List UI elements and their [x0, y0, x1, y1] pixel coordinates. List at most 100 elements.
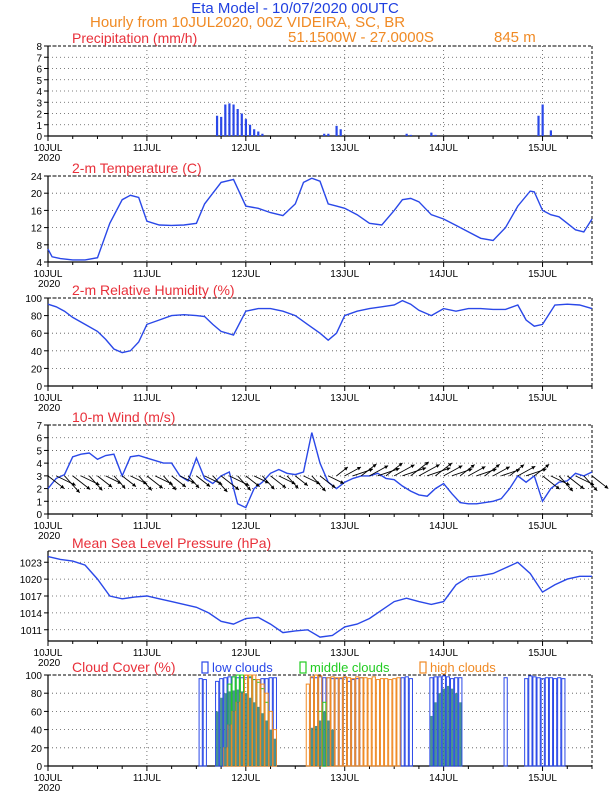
chart-subtitle: Hourly from 10JUL2020, 00Z VIDEIRA, SC, … — [90, 14, 405, 31]
cloud-total-bar — [253, 702, 256, 766]
x-tick-label: 14JUL — [429, 648, 458, 659]
y-tick-label: 80 — [31, 689, 43, 700]
wind-arrow-head — [181, 483, 186, 487]
cloud-total-bar — [434, 702, 437, 766]
legend-label: high clouds — [430, 660, 496, 675]
x-tick-label: 11JUL — [133, 773, 162, 784]
wind-arrow-head — [321, 487, 326, 492]
cloud-bar — [346, 677, 352, 767]
cloud-total-bar — [450, 688, 454, 766]
cloud-panel: 0 20 40 60 80 100 10JUL 11JUL 12JUL 13JUL 14JUL 15J… — [25, 659, 593, 792]
cloud-bar — [202, 679, 207, 767]
wind-arrow — [550, 475, 571, 486]
mslp-title: Mean Sea Level Pressure (hPa) — [72, 535, 271, 551]
x-tick-label: 14JUL — [429, 269, 458, 280]
wind-arrow-head — [422, 467, 427, 471]
precip-bar — [405, 133, 408, 136]
cloud-bar — [561, 678, 566, 767]
x-tick-label: 11JUL — [133, 269, 162, 280]
wind-arrow — [72, 475, 91, 490]
wind-arrow-head — [398, 462, 403, 467]
wind-arrow-head — [148, 486, 152, 491]
y-tick-label: 6 — [36, 434, 42, 445]
y-tick-label: 8 — [36, 42, 42, 53]
precip-bar — [323, 133, 326, 136]
temp-title: 2-m Temperature (C) — [72, 160, 202, 176]
wind-arrow — [220, 475, 240, 491]
precip-bar — [224, 104, 227, 136]
precip-bar — [430, 132, 433, 136]
y-tick-label: 0 — [36, 132, 42, 143]
wind-arrow-head — [339, 480, 344, 484]
wind-arrow-head — [270, 485, 275, 490]
cloud-bar — [528, 675, 533, 767]
year-label: 2020 — [38, 658, 61, 669]
x-tick-label: 10JUL — [34, 773, 63, 784]
cloud-total-bar — [215, 711, 219, 766]
wind-arrow-head — [255, 482, 260, 487]
x-tick-label: 13JUL — [330, 269, 359, 280]
wind-arrow-head — [531, 466, 536, 470]
y-tick-label: 4 — [36, 258, 42, 269]
wind-arrow-head — [60, 484, 65, 489]
wind-arrow-head — [435, 464, 440, 468]
y-tick-label: 20 — [31, 744, 43, 755]
y-tick-label: 1011 — [20, 626, 42, 637]
x-tick-label: 13JUL — [330, 143, 359, 154]
location-coords: 51.1500W - 27.0000S — [288, 29, 434, 46]
year-label: 2020 — [38, 403, 61, 414]
chart-title: Eta Model - 10/07/2020 00UTC — [191, 0, 399, 17]
wind-arrow-head — [303, 482, 308, 486]
cloud-total-bar — [446, 685, 450, 766]
precip-bar — [244, 119, 248, 136]
y-tick-label: 3 — [36, 472, 42, 483]
y-tick-label: 1020 — [20, 575, 43, 586]
cloud-total-bar — [442, 688, 446, 766]
y-tick-label: 100 — [25, 294, 42, 305]
wind-arrow-head — [223, 488, 228, 492]
cloud-bar — [363, 677, 368, 767]
wind-arrow-head — [569, 487, 573, 492]
wind-arrow-head — [580, 485, 584, 489]
cloud-bar — [351, 678, 356, 767]
wind-arrow-head — [384, 465, 389, 469]
legend-swatch — [299, 661, 307, 674]
wind-arrow-head — [446, 467, 451, 471]
pressure-line — [47, 555, 592, 638]
y-tick-label: 5 — [36, 446, 42, 457]
cloud-bar — [355, 676, 360, 767]
station-elevation: 845 m — [494, 29, 536, 46]
precip-bar — [240, 113, 243, 136]
wind-arrow — [377, 467, 400, 477]
cloud-total-bar — [248, 697, 252, 766]
cloud-total-bar — [220, 697, 223, 766]
wind-arrow-head — [356, 466, 361, 471]
x-tick-label: 14JUL — [429, 393, 458, 404]
wind-arrow-head — [235, 486, 239, 490]
wind-arrow — [64, 475, 81, 494]
cloud-total-bar — [265, 720, 268, 766]
wind-arrow — [542, 475, 560, 490]
y-tick-label: 40 — [31, 347, 43, 358]
precip-bar — [228, 103, 231, 136]
x-tick-label: 15JUL — [528, 143, 557, 154]
cloud-total-bar — [261, 713, 264, 766]
x-tick-label: 12JUL — [231, 269, 260, 280]
y-tick-label: 100 — [25, 671, 42, 682]
wind-arrow-head — [520, 464, 525, 469]
cloud-title: Cloud Cover (%) — [72, 659, 175, 675]
wind-arrow-head — [555, 485, 560, 490]
cloud-total-bar — [430, 715, 433, 766]
precip-bar — [549, 130, 552, 136]
y-tick-label: 4 — [36, 459, 42, 470]
y-tick-label: 1 — [36, 497, 42, 508]
precip-bar — [248, 124, 252, 136]
temperature-line — [47, 177, 593, 261]
precip-bar — [339, 129, 342, 136]
x-tick-label: 13JUL — [330, 521, 359, 532]
wind-arrow — [402, 467, 427, 477]
cloud-bar — [392, 678, 397, 767]
wind-arrow-head — [246, 486, 251, 491]
precip-bar — [434, 134, 437, 136]
cloud-total-bar — [228, 691, 231, 766]
